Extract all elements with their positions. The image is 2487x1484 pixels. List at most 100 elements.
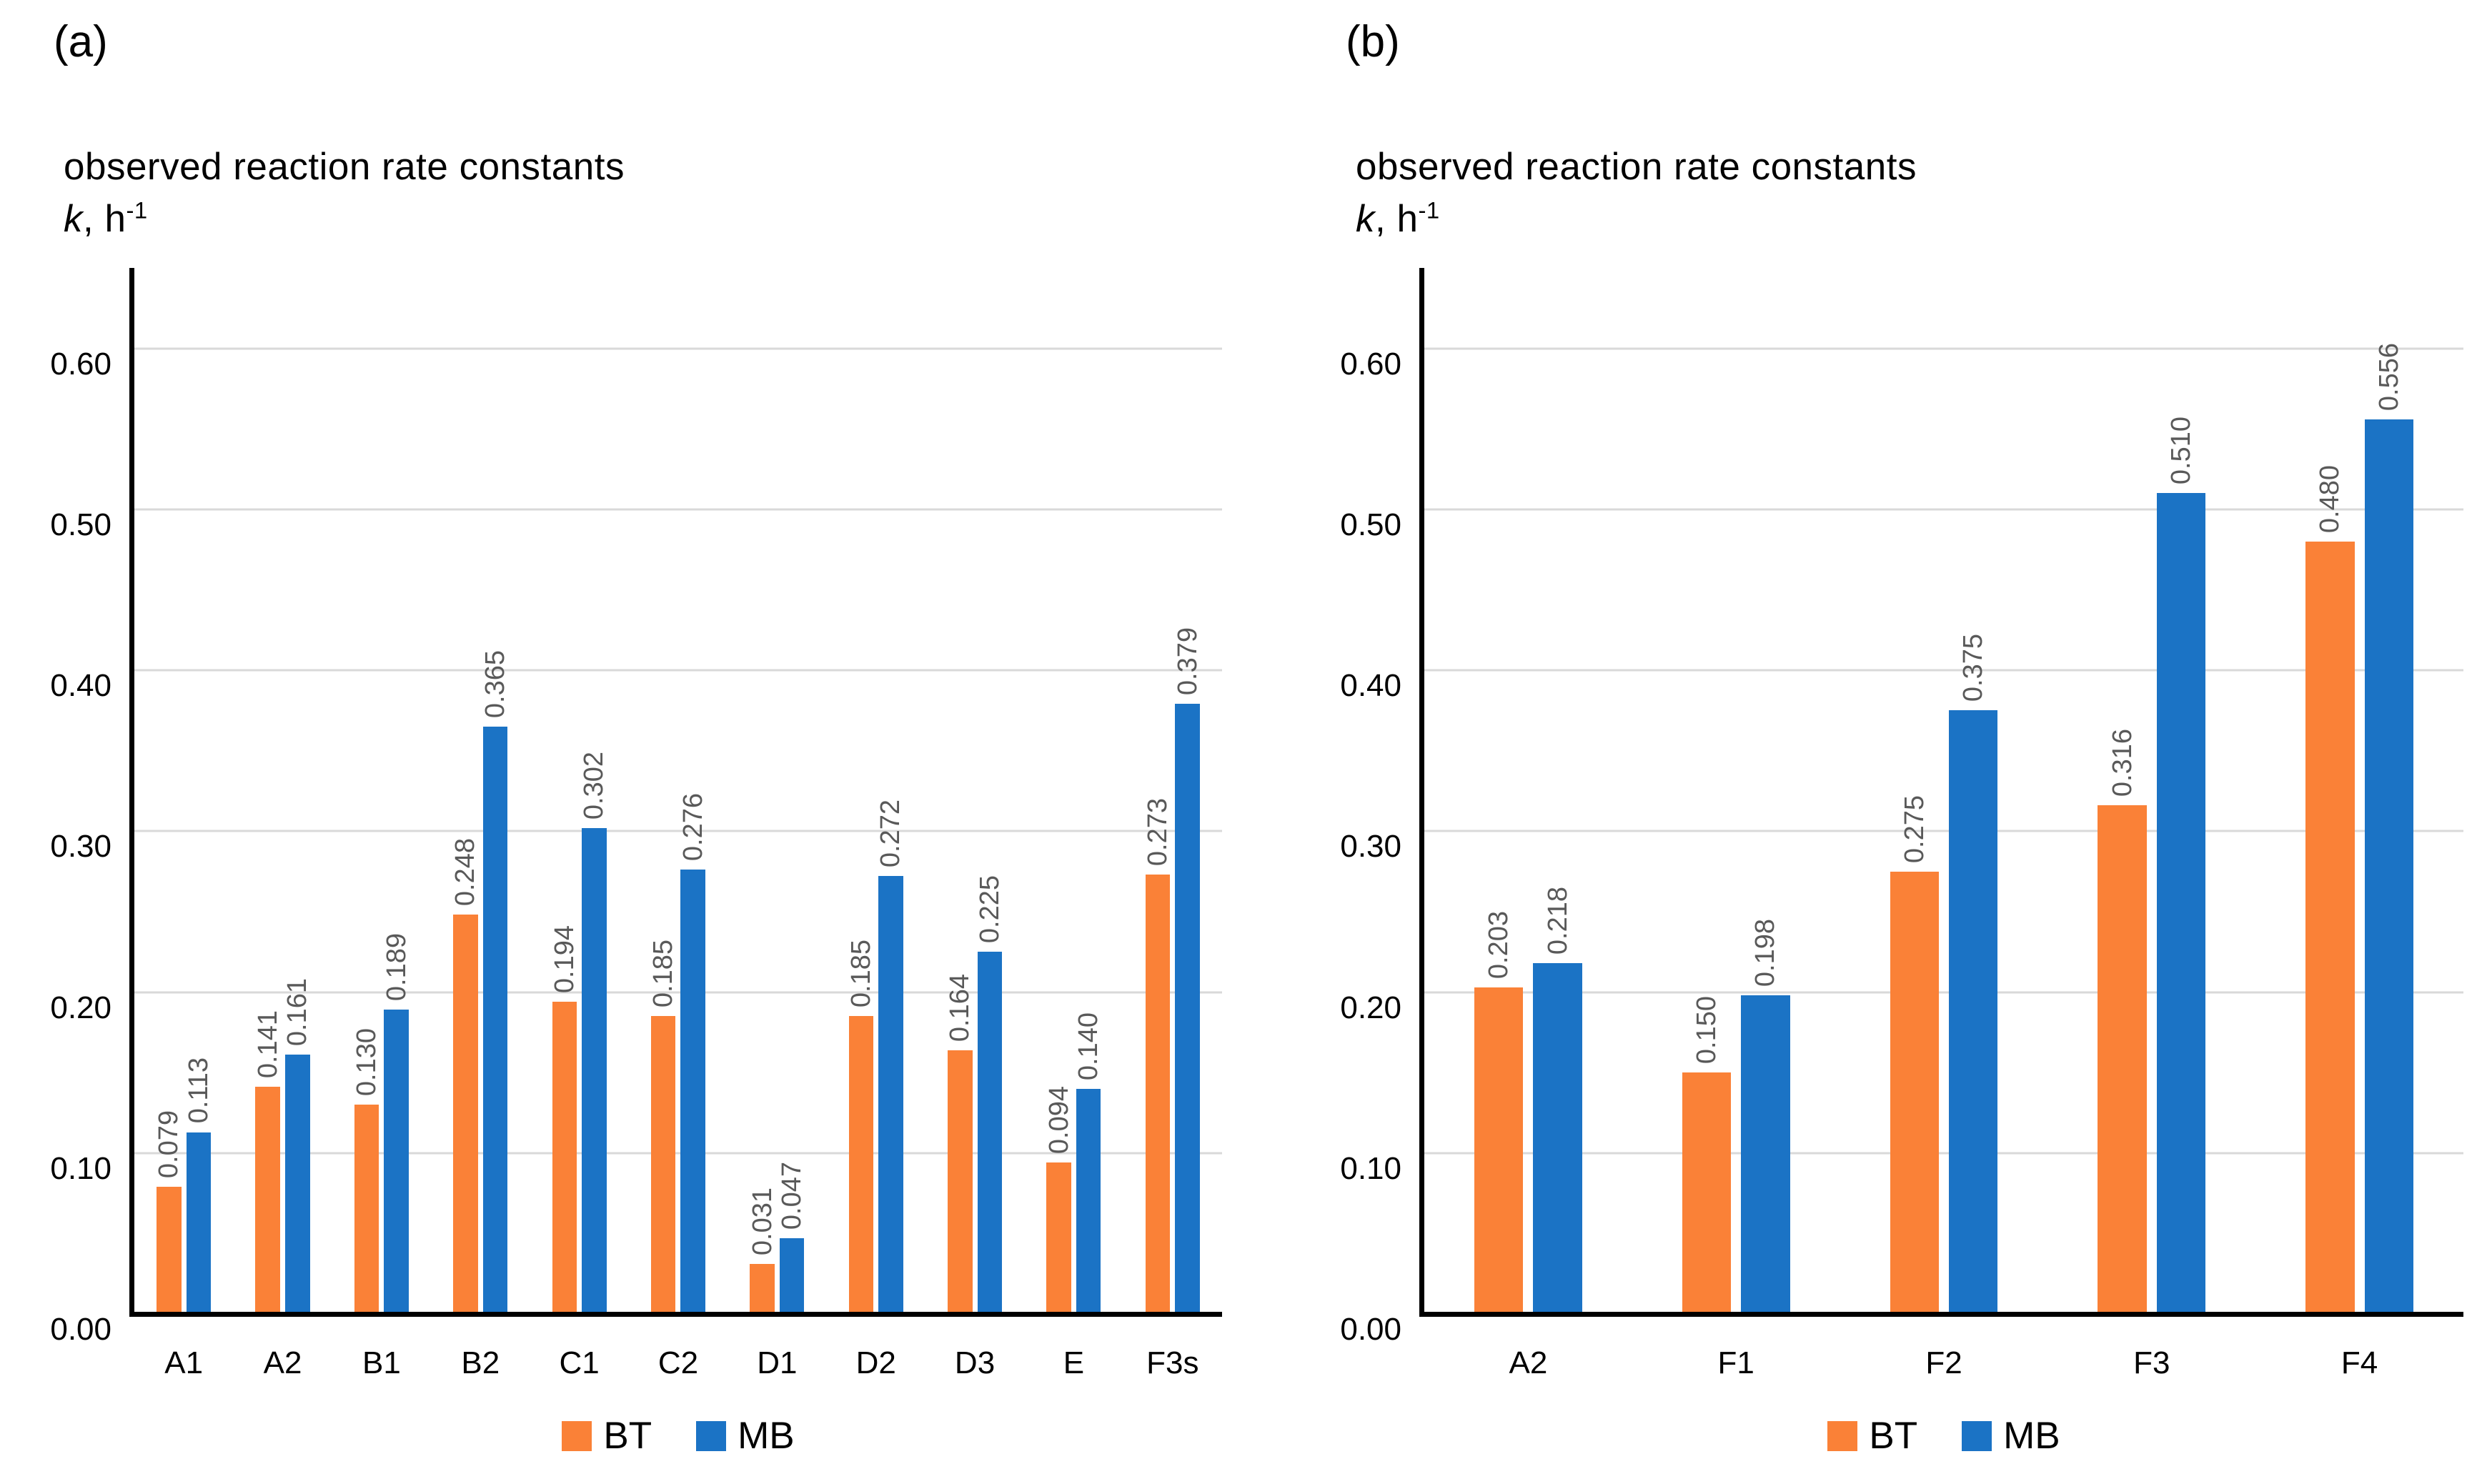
category-group-F1: 0.150 0.198	[1632, 268, 1840, 1314]
bar-value-label: 0.556	[2373, 342, 2404, 411]
bar-value-label: 0.150	[1692, 996, 1722, 1065]
bar-MB-A2: 0.161	[282, 268, 313, 1314]
bar-fill	[779, 1238, 805, 1314]
bar-value-label: 0.189	[381, 933, 412, 1002]
bar-value-label: 0.365	[480, 649, 511, 718]
y-tick-label: 0.40	[50, 668, 111, 704]
x-tick-label-F3s: F3s	[1146, 1345, 1199, 1380]
bar-BT-C2: 0.185	[648, 268, 678, 1314]
gridline	[134, 1152, 1222, 1155]
bar-fill	[354, 1105, 379, 1314]
y-tick-label: 0.20	[1340, 990, 1401, 1025]
legend-label-bt: BT	[1869, 1415, 1918, 1457]
bar-MB-E: 0.140	[1073, 268, 1104, 1314]
bar-MB-F4: 0.556	[2364, 268, 2413, 1314]
bar-BT-F1: 0.150	[1682, 268, 1732, 1314]
bar-fill	[186, 1132, 212, 1314]
bar-fill	[680, 870, 706, 1314]
bar-fill	[157, 1187, 182, 1314]
bar-fill	[1145, 875, 1171, 1314]
bar-value-label: 0.031	[747, 1187, 778, 1256]
bar-MB-D2: 0.272	[875, 268, 906, 1314]
bar-value-label: 0.164	[945, 973, 976, 1042]
y-tick-label: 0.00	[50, 1312, 111, 1347]
gridline	[134, 347, 1222, 350]
chart-a-y-axis-unit: k, h-1	[64, 196, 148, 241]
bar-MB-F1: 0.198	[1741, 268, 1790, 1314]
bar-fill	[453, 915, 478, 1314]
bar-BT-B1: 0.130	[352, 268, 382, 1314]
category-group-D3: 0.164 0.225	[925, 268, 1024, 1314]
bar-fill	[255, 1087, 281, 1314]
y-tick-label: 0.60	[1340, 346, 1401, 382]
bar-value-label: 0.047	[777, 1162, 808, 1230]
x-tick-label-D1: D1	[757, 1345, 798, 1380]
x-tick-label-B2: B2	[461, 1345, 500, 1380]
bar-value-label: 0.079	[154, 1110, 184, 1179]
category-group-A2: 0.141 0.161	[233, 268, 332, 1314]
bar-fill	[1175, 704, 1200, 1314]
x-tick-label-D2: D2	[855, 1345, 896, 1380]
bar-value-label: 0.375	[1958, 634, 1989, 702]
bar-MB-D1: 0.047	[777, 268, 808, 1314]
y-tick-label: 0.40	[1340, 668, 1401, 704]
bar-fill	[2156, 493, 2206, 1314]
y-tick-label: 0.30	[50, 829, 111, 865]
chart-a-title-line1: observed reaction rate constants	[64, 146, 625, 188]
panel-a-label: (a)	[54, 17, 108, 66]
bar-fill	[650, 1016, 676, 1314]
x-tick-label-F3: F3	[2133, 1345, 2170, 1380]
bar-value-label: 0.272	[875, 800, 906, 868]
gridline	[1424, 991, 2463, 994]
bar-fill	[947, 1050, 973, 1314]
y-tick-label: 0.60	[50, 346, 111, 382]
bar-MB-B2: 0.365	[480, 268, 511, 1314]
chart-b-y-axis-unit: k, h-1	[1356, 196, 1440, 241]
panel-b-label: (b)	[1346, 17, 1400, 66]
bar-fill	[750, 1264, 775, 1314]
x-tick-label-C2: C2	[657, 1345, 699, 1380]
bar-value-label: 0.161	[282, 978, 313, 1047]
bar-value-label: 0.379	[1172, 627, 1203, 696]
legend-swatch-bt	[562, 1420, 592, 1451]
bar-value-label: 0.225	[974, 875, 1005, 944]
bar-BT-B2: 0.248	[450, 268, 480, 1314]
bar-fill	[285, 1055, 310, 1314]
bar-MB-F3s: 0.379	[1172, 268, 1203, 1314]
bar-value-label: 0.480	[2315, 464, 2345, 533]
y-tick-label: 0.30	[1340, 829, 1401, 865]
bar-value-label: 0.275	[1899, 795, 1930, 863]
bar-MB-F2: 0.375	[1948, 268, 1998, 1314]
category-group-A1: 0.079 0.113	[134, 268, 233, 1314]
chart-a-title: observed reaction rate constants k, h-1	[64, 141, 625, 245]
bar-BT-D2: 0.185	[845, 268, 876, 1314]
bar-value-label: 0.140	[1073, 1012, 1104, 1080]
bar-fill	[2098, 805, 2147, 1314]
x-tick-label-F2: F2	[1925, 1345, 1962, 1380]
bar-value-label: 0.273	[1142, 798, 1173, 867]
bar-value-label: 0.113	[183, 1057, 214, 1124]
bar-BT-F4: 0.480	[2305, 268, 2355, 1314]
bar-value-label: 0.203	[1484, 910, 1514, 979]
legend-swatch-mb	[1962, 1420, 1992, 1451]
x-tick-label-C1: C1	[559, 1345, 600, 1380]
gridline	[134, 508, 1222, 511]
bar-MB-B1: 0.189	[381, 268, 412, 1314]
bar-fill	[878, 876, 903, 1314]
legend-label-mb: MB	[738, 1415, 795, 1457]
category-group-E: 0.094 0.140	[1024, 268, 1123, 1314]
bar-fill	[1474, 987, 1524, 1314]
bar-value-label: 0.185	[845, 940, 876, 1008]
bar-fill	[482, 726, 508, 1314]
gridline	[134, 830, 1222, 832]
category-group-D2: 0.185 0.272	[827, 268, 925, 1314]
bar-value-label: 0.094	[1043, 1086, 1074, 1155]
bar-value-label: 0.302	[579, 751, 610, 820]
category-group-B2: 0.248 0.365	[431, 268, 530, 1314]
category-group-F3s: 0.273 0.379	[1123, 268, 1222, 1314]
bar-MB-A2: 0.218	[1533, 268, 1582, 1314]
bar-value-label: 0.198	[1750, 918, 1781, 987]
category-group-C1: 0.194 0.302	[530, 268, 628, 1314]
bar-fill	[582, 827, 607, 1314]
y-tick-label: 0.50	[1340, 507, 1401, 542]
